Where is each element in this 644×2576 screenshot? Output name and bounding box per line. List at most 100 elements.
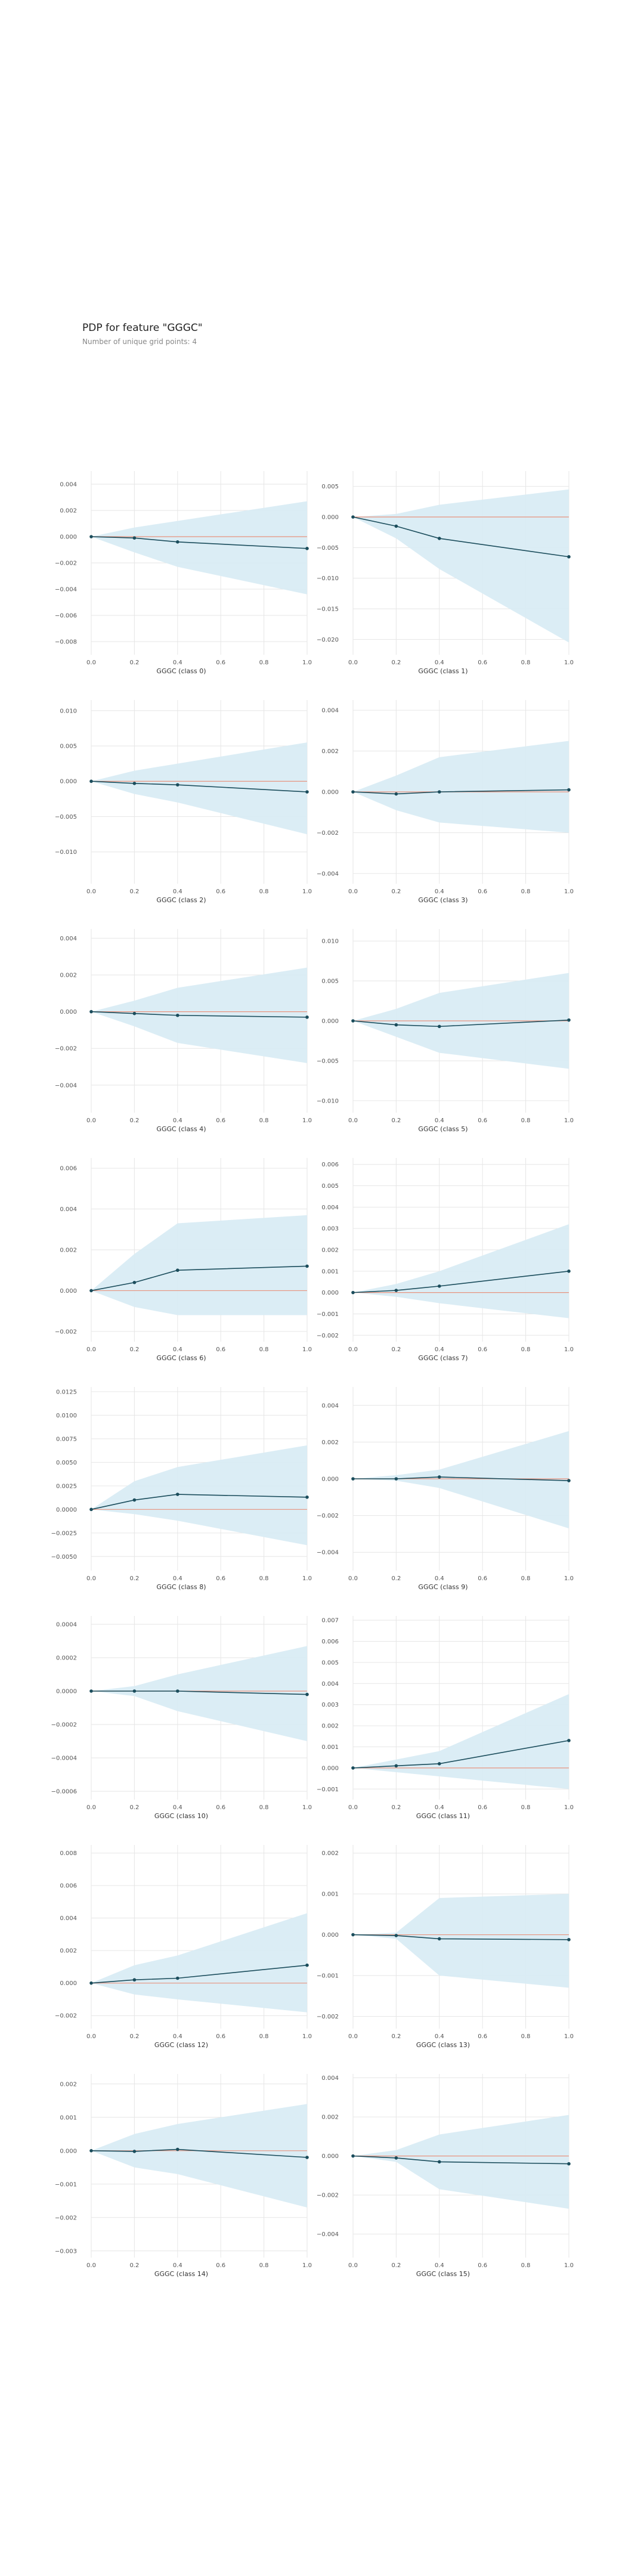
y-tick-label: 0.000	[60, 534, 77, 541]
x-tick-label: 0.2	[391, 2262, 401, 2269]
x-tick-label: 0.2	[391, 660, 401, 666]
pdp-chart-class-10: 0.0 0.2 0.4 0.6 0.8 1.0 0.0004 0.0002 0.0000 −0.0…	[51, 1616, 312, 1820]
y-tick-label: −0.002	[317, 830, 339, 837]
x-axis-label: GGGC (class 9)	[418, 1583, 467, 1591]
x-tick-label: 0.4	[173, 660, 182, 666]
pdp-point	[89, 1689, 93, 1693]
pdp-point	[132, 1978, 137, 1982]
pdp-chart-class-3: 0.0 0.2 0.4 0.6 0.8 1.0 0.004 0.002 0.000 −0.002 −…	[317, 700, 574, 904]
y-tick-label: 0.004	[321, 708, 339, 714]
y-tick-label: −0.004	[317, 1550, 339, 1556]
x-tick-label: 0.4	[435, 2033, 444, 2040]
y-tick-label: 0.0075	[56, 1436, 77, 1442]
pdp-point	[89, 1289, 93, 1293]
y-tick-label: 0.000	[321, 1765, 339, 1772]
confidence-band	[91, 501, 307, 595]
x-tick-label: 0.8	[259, 1575, 269, 1582]
y-tick-label: −0.0002	[51, 1722, 77, 1729]
x-tick-label: 0.4	[173, 1346, 182, 1353]
x-axis-label: GGGC (class 14)	[154, 2270, 208, 2278]
y-tick-label: 0.010	[321, 939, 339, 945]
y-tick-label: 0.004	[321, 2075, 339, 2082]
pdp-line	[352, 1019, 569, 1027]
y-tick-label: −0.0025	[51, 1530, 77, 1537]
pdp-point	[89, 1010, 93, 1014]
x-tick-label: 0.4	[435, 1804, 444, 1811]
y-tick-label: −0.002	[55, 2013, 77, 2020]
y-tick-label: −0.005	[317, 545, 339, 552]
x-tick-label: 0.6	[478, 888, 487, 895]
y-tick-label: 0.008	[60, 1850, 77, 1857]
x-tick-label: 0.8	[521, 660, 531, 666]
pdp-point	[176, 2147, 179, 2151]
x-tick-label: 0.4	[435, 1346, 444, 1353]
confidence-band	[91, 1913, 307, 2012]
pdp-point	[176, 1013, 179, 1017]
y-tick-label: −0.005	[317, 1058, 339, 1064]
y-tick-label: 0.000	[321, 1018, 339, 1025]
x-tick-label: 0.0	[348, 1346, 358, 1353]
y-tick-label: −0.002	[55, 561, 77, 567]
title-block: PDP for feature "GGGC" Number of unique …	[82, 322, 203, 346]
pdp-point	[351, 2154, 355, 2158]
y-tick-label: 0.0000	[56, 1689, 77, 1695]
x-axis-label: GGGC (class 11)	[416, 1812, 470, 1820]
y-tick-label: −0.004	[317, 871, 339, 877]
x-axis-label: GGGC (class 15)	[416, 2270, 470, 2278]
pdp-line	[91, 781, 308, 792]
pdp-chart-class-6: 0.0 0.2 0.4 0.6 0.8 1.0 0.006 0.004 0.002 0.000 −0…	[55, 1158, 312, 1362]
pdp-point	[89, 1507, 93, 1512]
x-tick-label: 0.8	[521, 1346, 531, 1353]
x-tick-label: 0.0	[348, 2033, 358, 2040]
x-tick-label: 0.0	[348, 2262, 358, 2269]
x-tick-label: 0.6	[478, 660, 487, 666]
confidence-band	[353, 1693, 569, 1789]
x-tick-label: 0.0	[348, 1575, 358, 1582]
y-tick-label: 0.001	[60, 2114, 77, 2121]
x-tick-label: 0.2	[391, 1804, 401, 1811]
x-tick-label: 1.0	[302, 888, 312, 895]
x-tick-label: 0.8	[521, 888, 531, 895]
y-tick-label: 0.002	[321, 1439, 339, 1446]
pdp-point	[305, 790, 309, 794]
y-tick-label: 0.006	[321, 1162, 339, 1168]
x-tick-label: 0.2	[129, 1804, 139, 1811]
x-tick-label: 0.8	[521, 1575, 531, 1582]
x-tick-label: 0.2	[129, 2033, 139, 2040]
x-tick-label: 0.6	[478, 2033, 487, 2040]
y-tick-label: 0.002	[60, 2081, 77, 2088]
x-axis-label: GGGC (class 0)	[156, 667, 206, 675]
pdp-point	[567, 1018, 571, 1022]
x-tick-label: 1.0	[302, 1575, 312, 1582]
pdp-point	[567, 788, 571, 792]
x-tick-label: 0.0	[86, 2262, 96, 2269]
x-tick-label: 0.2	[391, 888, 401, 895]
pdp-point	[438, 1024, 441, 1029]
y-tick-label: −0.010	[317, 1098, 339, 1104]
y-tick-label: 0.005	[321, 979, 339, 985]
pdp-chart-class-2: 0.0 0.2 0.4 0.6 0.8 1.0 0.010 0.005 0.000 −0.005 −…	[55, 700, 312, 904]
x-tick-label: 0.8	[521, 1117, 531, 1124]
y-tick-label: −0.005	[55, 814, 77, 821]
x-tick-label: 0.2	[391, 1346, 401, 1353]
x-tick-label: 0.6	[478, 1117, 487, 1124]
y-tick-label: 0.004	[321, 1681, 339, 1688]
chart-title: PDP for feature "GGGC"	[82, 322, 203, 334]
pdp-point	[89, 535, 93, 538]
pdp-line	[352, 1934, 569, 1940]
y-tick-label: 0.002	[60, 508, 77, 515]
y-tick-label: 0.001	[321, 1891, 339, 1898]
x-tick-label: 0.8	[521, 2262, 531, 2269]
pdp-point	[394, 1934, 398, 1937]
pdp-point	[438, 2160, 441, 2164]
pdp-point	[132, 1689, 137, 1693]
y-tick-label: 0.0002	[56, 1655, 77, 1662]
x-tick-label: 1.0	[564, 1804, 574, 1811]
pdp-point	[567, 555, 571, 559]
x-tick-label: 0.0	[86, 2033, 96, 2040]
y-tick-label: 0.004	[60, 936, 77, 942]
x-tick-label: 1.0	[302, 1804, 312, 1811]
pdp-chart-class-5: 0.0 0.2 0.4 0.6 0.8 1.0 0.010 0.005 0.000 −0.005 −…	[317, 929, 574, 1133]
x-tick-label: 0.4	[435, 660, 444, 666]
